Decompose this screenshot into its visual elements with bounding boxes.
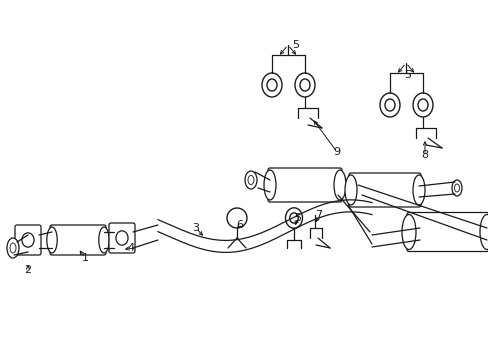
Text: 5: 5 (292, 40, 299, 50)
Text: 1: 1 (81, 253, 88, 263)
Text: 2: 2 (24, 265, 32, 275)
Text: 3: 3 (192, 223, 199, 233)
Ellipse shape (47, 227, 57, 253)
Text: 8: 8 (421, 150, 427, 160)
Ellipse shape (7, 238, 19, 258)
Text: 5: 5 (404, 70, 411, 80)
Ellipse shape (451, 180, 461, 196)
Text: 5: 5 (294, 213, 301, 223)
Ellipse shape (244, 171, 257, 189)
Ellipse shape (264, 170, 275, 200)
FancyBboxPatch shape (109, 223, 135, 253)
Text: 4: 4 (127, 243, 134, 253)
Ellipse shape (479, 215, 488, 249)
Text: 9: 9 (333, 147, 340, 157)
FancyBboxPatch shape (50, 225, 106, 255)
Ellipse shape (345, 175, 356, 205)
FancyBboxPatch shape (15, 225, 41, 255)
Text: 7: 7 (315, 210, 322, 220)
Text: 6: 6 (236, 220, 243, 230)
Ellipse shape (333, 170, 346, 200)
FancyBboxPatch shape (267, 168, 341, 202)
FancyBboxPatch shape (406, 212, 488, 252)
FancyBboxPatch shape (348, 173, 420, 207)
Ellipse shape (401, 215, 415, 249)
Ellipse shape (99, 227, 109, 253)
Ellipse shape (412, 175, 424, 205)
